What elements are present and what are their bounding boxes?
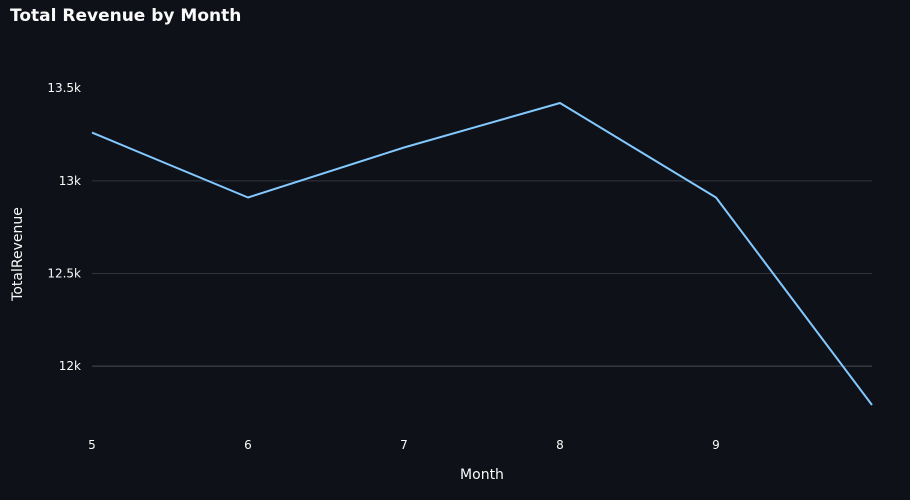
y-axis-label: TotalRevenue xyxy=(10,207,26,302)
data-point[interactable] xyxy=(710,191,722,203)
x-axis-label: Month xyxy=(460,467,504,483)
x-tick-label: 5 xyxy=(88,438,96,452)
x-tick-label: 6 xyxy=(244,438,252,452)
y-axis-ticks: 12k 12.5k 13k 13.5k xyxy=(47,81,81,373)
data-point[interactable] xyxy=(242,191,254,203)
data-point[interactable] xyxy=(866,399,878,411)
data-point[interactable] xyxy=(86,127,98,139)
y-tick-label: 13k xyxy=(59,174,81,188)
y-tick-label: 13.5k xyxy=(47,81,81,95)
data-point[interactable] xyxy=(398,141,410,153)
x-tick-label: 8 xyxy=(556,438,564,452)
data-point[interactable] xyxy=(554,97,566,109)
y-tick-label: 12k xyxy=(59,359,81,373)
series-layer xyxy=(86,97,878,411)
chart-title: Total Revenue by Month xyxy=(10,6,242,26)
series-line[interactable] xyxy=(91,102,873,406)
y-tick-label: 12.5k xyxy=(47,266,81,280)
x-tick-label: 7 xyxy=(400,438,408,452)
x-axis-ticks: 5 6 7 8 9 xyxy=(88,438,720,452)
x-tick-label: 9 xyxy=(712,438,720,452)
gridlines xyxy=(92,180,872,367)
